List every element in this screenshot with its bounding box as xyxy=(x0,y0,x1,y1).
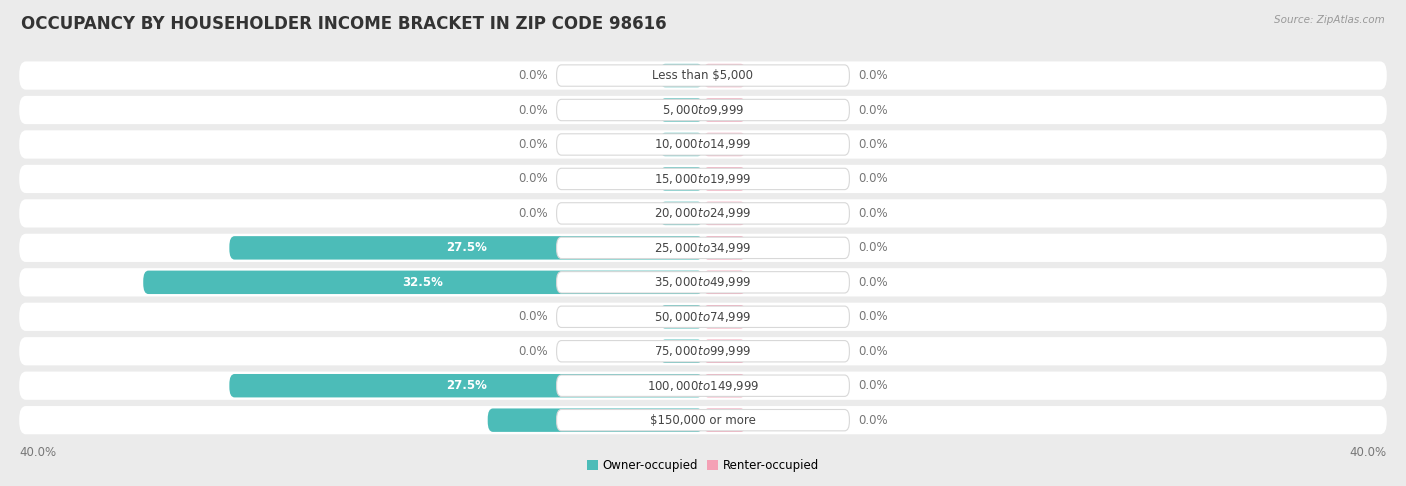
FancyBboxPatch shape xyxy=(557,99,849,121)
Text: OCCUPANCY BY HOUSEHOLDER INCOME BRACKET IN ZIP CODE 98616: OCCUPANCY BY HOUSEHOLDER INCOME BRACKET … xyxy=(21,15,666,33)
Text: $35,000 to $49,999: $35,000 to $49,999 xyxy=(654,276,752,289)
Text: Less than $5,000: Less than $5,000 xyxy=(652,69,754,82)
Text: $25,000 to $34,999: $25,000 to $34,999 xyxy=(654,241,752,255)
FancyBboxPatch shape xyxy=(659,305,703,329)
Text: 0.0%: 0.0% xyxy=(858,207,887,220)
FancyBboxPatch shape xyxy=(557,272,849,293)
Text: 0.0%: 0.0% xyxy=(519,104,548,117)
Text: 40.0%: 40.0% xyxy=(1350,446,1386,459)
FancyBboxPatch shape xyxy=(703,374,747,398)
FancyBboxPatch shape xyxy=(703,236,747,260)
Text: 0.0%: 0.0% xyxy=(858,310,887,323)
Text: 32.5%: 32.5% xyxy=(402,276,443,289)
Text: 0.0%: 0.0% xyxy=(858,104,887,117)
Text: $5,000 to $9,999: $5,000 to $9,999 xyxy=(662,103,744,117)
Text: 0.0%: 0.0% xyxy=(519,310,548,323)
FancyBboxPatch shape xyxy=(20,165,1386,193)
Text: 12.5%: 12.5% xyxy=(575,414,616,427)
FancyBboxPatch shape xyxy=(20,406,1386,434)
Legend: Owner-occupied, Renter-occupied: Owner-occupied, Renter-occupied xyxy=(582,454,824,477)
FancyBboxPatch shape xyxy=(557,375,849,397)
FancyBboxPatch shape xyxy=(557,306,849,328)
Text: $15,000 to $19,999: $15,000 to $19,999 xyxy=(654,172,752,186)
FancyBboxPatch shape xyxy=(488,408,703,432)
Text: 0.0%: 0.0% xyxy=(858,276,887,289)
FancyBboxPatch shape xyxy=(703,340,747,363)
Text: 0.0%: 0.0% xyxy=(519,207,548,220)
Text: 0.0%: 0.0% xyxy=(519,69,548,82)
Text: 0.0%: 0.0% xyxy=(858,173,887,186)
FancyBboxPatch shape xyxy=(659,167,703,191)
FancyBboxPatch shape xyxy=(229,374,703,398)
FancyBboxPatch shape xyxy=(557,203,849,224)
FancyBboxPatch shape xyxy=(20,96,1386,124)
FancyBboxPatch shape xyxy=(557,65,849,86)
FancyBboxPatch shape xyxy=(703,64,747,87)
FancyBboxPatch shape xyxy=(703,271,747,294)
FancyBboxPatch shape xyxy=(703,98,747,122)
Text: 0.0%: 0.0% xyxy=(519,345,548,358)
FancyBboxPatch shape xyxy=(20,268,1386,296)
FancyBboxPatch shape xyxy=(659,98,703,122)
Text: 0.0%: 0.0% xyxy=(858,138,887,151)
FancyBboxPatch shape xyxy=(557,410,849,431)
Text: 40.0%: 40.0% xyxy=(20,446,56,459)
FancyBboxPatch shape xyxy=(557,134,849,155)
Text: $75,000 to $99,999: $75,000 to $99,999 xyxy=(654,344,752,358)
Text: 27.5%: 27.5% xyxy=(446,379,486,392)
Text: 0.0%: 0.0% xyxy=(519,173,548,186)
Text: 0.0%: 0.0% xyxy=(858,242,887,254)
FancyBboxPatch shape xyxy=(659,133,703,156)
FancyBboxPatch shape xyxy=(20,61,1386,90)
Text: $50,000 to $74,999: $50,000 to $74,999 xyxy=(654,310,752,324)
Text: 0.0%: 0.0% xyxy=(858,414,887,427)
FancyBboxPatch shape xyxy=(659,202,703,225)
FancyBboxPatch shape xyxy=(20,199,1386,227)
Text: 0.0%: 0.0% xyxy=(858,345,887,358)
FancyBboxPatch shape xyxy=(20,130,1386,158)
Text: 0.0%: 0.0% xyxy=(519,138,548,151)
FancyBboxPatch shape xyxy=(703,167,747,191)
FancyBboxPatch shape xyxy=(703,305,747,329)
Text: $20,000 to $24,999: $20,000 to $24,999 xyxy=(654,207,752,220)
FancyBboxPatch shape xyxy=(20,234,1386,262)
FancyBboxPatch shape xyxy=(703,133,747,156)
FancyBboxPatch shape xyxy=(703,408,747,432)
FancyBboxPatch shape xyxy=(20,372,1386,400)
Text: Source: ZipAtlas.com: Source: ZipAtlas.com xyxy=(1274,15,1385,25)
FancyBboxPatch shape xyxy=(20,337,1386,365)
Text: 0.0%: 0.0% xyxy=(858,69,887,82)
FancyBboxPatch shape xyxy=(143,271,703,294)
FancyBboxPatch shape xyxy=(229,236,703,260)
FancyBboxPatch shape xyxy=(703,202,747,225)
FancyBboxPatch shape xyxy=(659,64,703,87)
FancyBboxPatch shape xyxy=(557,341,849,362)
FancyBboxPatch shape xyxy=(20,303,1386,331)
Text: $100,000 to $149,999: $100,000 to $149,999 xyxy=(647,379,759,393)
Text: 27.5%: 27.5% xyxy=(446,242,486,254)
Text: 0.0%: 0.0% xyxy=(858,379,887,392)
Text: $150,000 or more: $150,000 or more xyxy=(650,414,756,427)
FancyBboxPatch shape xyxy=(557,237,849,259)
FancyBboxPatch shape xyxy=(557,168,849,190)
FancyBboxPatch shape xyxy=(659,340,703,363)
Text: $10,000 to $14,999: $10,000 to $14,999 xyxy=(654,138,752,152)
